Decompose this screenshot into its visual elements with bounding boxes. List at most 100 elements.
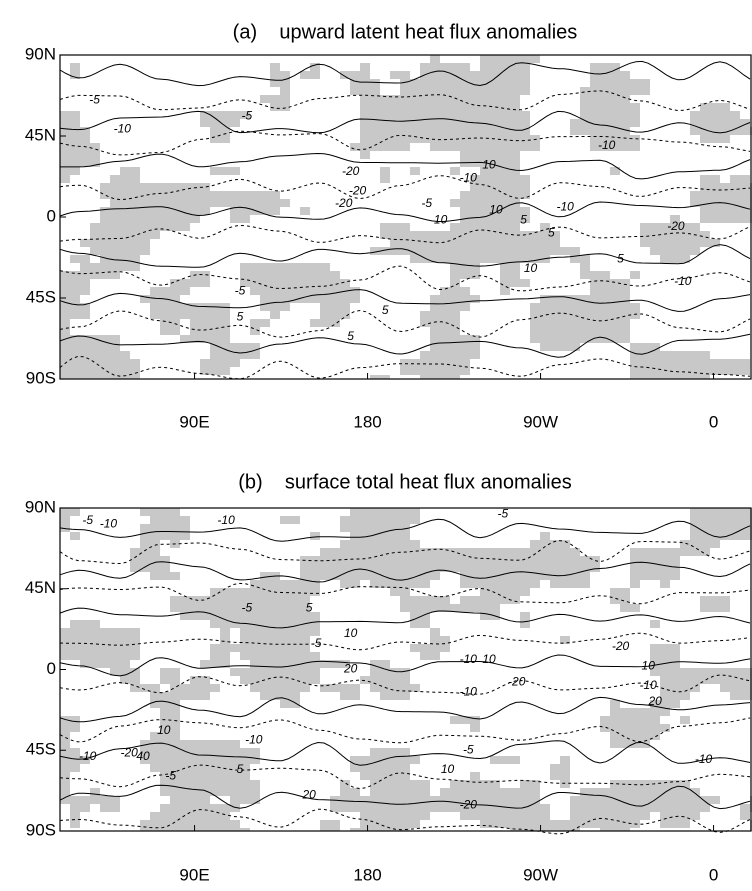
shaded-cell [120,223,130,231]
shaded-cell [390,756,400,764]
shaded-cell [730,191,740,199]
shaded-cell [620,319,630,327]
shaded-cell [620,279,630,287]
shaded-cell [620,596,630,604]
shaded-cell [480,223,490,231]
shaded-cell [170,804,180,812]
shaded-cell [600,303,610,311]
shaded-cell [580,263,590,271]
shaded-cell [220,660,230,668]
shaded-cell [220,652,230,660]
shaded-cell [720,111,730,119]
shaded-cell [180,303,190,311]
shaded-cell [360,572,370,580]
shaded-cell [100,255,110,263]
shaded-cell [650,620,660,628]
shaded-cell [270,668,280,676]
shaded-cell [400,564,410,572]
shaded-cell [570,255,580,263]
shaded-cell [470,788,480,796]
shaded-cell [200,207,210,215]
shaded-cell [490,135,500,143]
shaded-cell [170,796,180,804]
shaded-cell [70,271,80,279]
shaded-cell [450,375,460,379]
shaded-cell [710,668,720,676]
shaded-cell [160,199,170,207]
shaded-cell [400,247,410,255]
shaded-cell [270,644,280,652]
shaded-cell [260,319,270,327]
shaded-cell [450,788,460,796]
shaded-cell [480,151,490,159]
shaded-cell [380,780,390,788]
shaded-cell [490,63,500,71]
shaded-cell [270,676,280,684]
shaded-cell [420,620,430,628]
shaded-cell [680,367,690,375]
shaded-cell [370,135,380,143]
shaded-cell [670,652,680,660]
shaded-cell [400,231,410,239]
shaded-cell [380,103,390,111]
shaded-cell [630,740,640,748]
shaded-cell [220,127,230,135]
shaded-cell [680,540,690,548]
shaded-cell [150,207,160,215]
shaded-cell [310,287,320,295]
shaded-cell [380,788,390,796]
shaded-cell [450,343,460,351]
shaded-cell [110,343,120,351]
shaded-cell [590,63,600,71]
shaded-cell [180,604,190,612]
shaded-cell [340,580,350,588]
shaded-cell [310,532,320,540]
contour-line [59,60,751,87]
shaded-cell [410,820,420,828]
shaded-cell [270,311,280,319]
shaded-cell [160,692,170,700]
shaded-cell [310,612,320,620]
contour-label: -20 [342,164,360,178]
shaded-cell [600,287,610,295]
shaded-cell [390,748,400,756]
shaded-cell [350,71,360,79]
shaded-cell [540,828,550,831]
shaded-cell [560,247,570,255]
shaded-cell [210,652,220,660]
contour-label: 10 [482,652,496,666]
shaded-cell [180,740,190,748]
shaded-cell [550,580,560,588]
shaded-cell [290,596,300,604]
shaded-cell [250,327,260,335]
shaded-cell [380,668,390,676]
shaded-cell [110,351,120,359]
shaded-cell [320,564,330,572]
shaded-cell [610,279,620,287]
shaded-cell [600,279,610,287]
shaded-cell [470,215,480,223]
shaded-cell [380,772,390,780]
contour-label: -10 [556,199,574,213]
shaded-cell [100,215,110,223]
shaded-cell [210,111,220,119]
shaded-cell [420,111,430,119]
shaded-cell [400,87,410,95]
shaded-cell [410,103,420,111]
shaded-cell [160,668,170,676]
shaded-cell [80,804,90,812]
shaded-cell [440,231,450,239]
shaded-cell [130,359,140,367]
shaded-cell [410,127,420,135]
shaded-cell [190,191,200,199]
shaded-cell [730,199,740,207]
shaded-cell [450,87,460,95]
map-panel: (a) upward latent heat flux anomalies-5-… [25,21,752,431]
shaded-cell [720,676,730,684]
shaded-cell [580,119,590,127]
shaded-cell [260,652,270,660]
shaded-cell [490,143,500,151]
shaded-cell [270,596,280,604]
shaded-cell [410,95,420,103]
shaded-cell [140,556,150,564]
